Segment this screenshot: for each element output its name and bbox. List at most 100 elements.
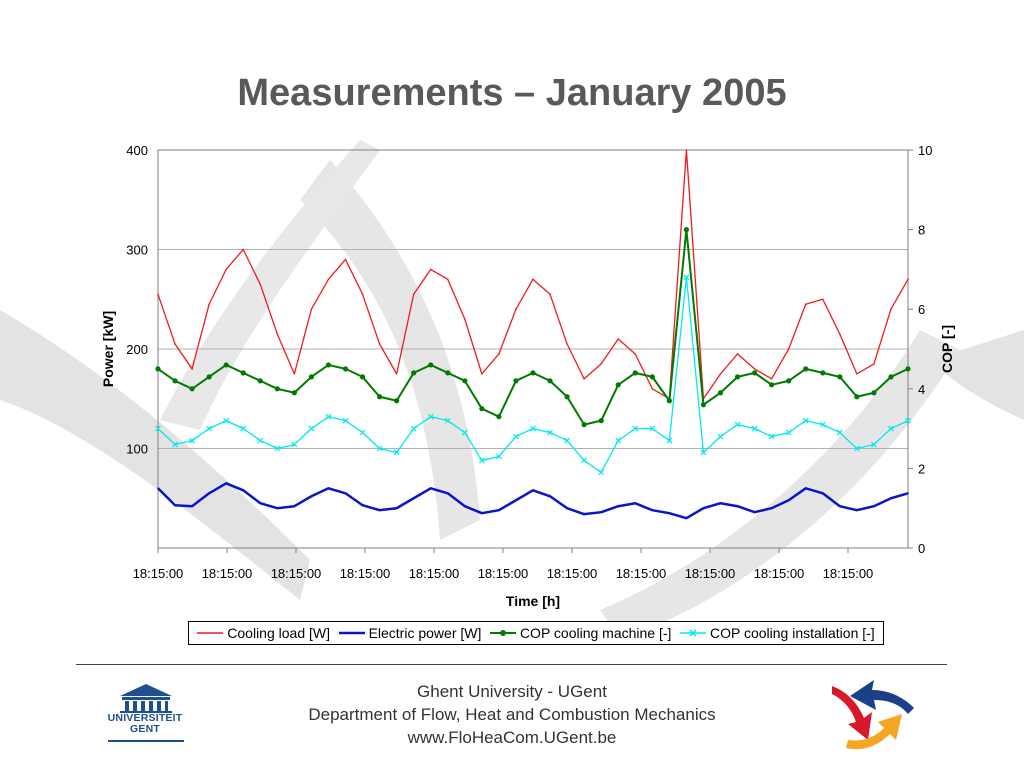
- data-point: [172, 441, 178, 448]
- data-point: [547, 378, 553, 384]
- data-point: [515, 499, 517, 502]
- y2-axis-label: COP [-]: [939, 325, 955, 373]
- data-point: [736, 505, 739, 508]
- data-point: [787, 348, 790, 350]
- data-point: [344, 258, 347, 261]
- data-point: [719, 373, 722, 375]
- data-point: [634, 502, 637, 505]
- legend-label: COP cooling installation [-]: [709, 625, 875, 641]
- data-point: [429, 268, 432, 271]
- data-point: [310, 308, 313, 311]
- logo-line-1: UNIVERSITEIT: [107, 712, 183, 724]
- data-point: [445, 370, 451, 376]
- data-point: [155, 425, 161, 432]
- data-point: [581, 422, 587, 428]
- data-point: [206, 374, 212, 380]
- data-point: [155, 366, 161, 372]
- data-point: [719, 502, 722, 505]
- data-point: [617, 338, 620, 340]
- data-point: [242, 489, 245, 492]
- data-point: [225, 268, 227, 271]
- data-point: [651, 509, 654, 511]
- data-point: [564, 437, 571, 444]
- data-point: [549, 495, 551, 498]
- data-point: [649, 374, 655, 380]
- data-point: [172, 378, 178, 384]
- data-point: [242, 248, 245, 251]
- data-point: [498, 509, 500, 511]
- data-point: [429, 487, 432, 490]
- footer-text: Ghent University - UGent Department of F…: [262, 680, 762, 749]
- data-point: [583, 378, 585, 380]
- data-point: [327, 487, 330, 490]
- data-point: [462, 378, 468, 384]
- x-axis: 18:15:00 18:15:00 18:15:00 18:15:00 18:15:00…: [133, 548, 874, 581]
- data-point: [873, 363, 875, 365]
- series-layer: [155, 149, 911, 520]
- data-point: [819, 421, 826, 428]
- data-point: [394, 398, 400, 404]
- data-point: [770, 378, 773, 380]
- legend-item-cop-installation: COP cooling installation [-]: [679, 625, 875, 641]
- logo-line-2: GENT: [130, 723, 160, 735]
- data-point: [257, 437, 264, 444]
- data-point: [240, 370, 246, 376]
- data-point: [464, 505, 466, 508]
- footer-line-1: Ghent University - UGent: [417, 682, 607, 701]
- data-point: [685, 517, 688, 519]
- left-axis: 100 200 300 400: [126, 143, 148, 457]
- legend-line-red-icon: [197, 632, 224, 634]
- x-tick-label: 18:15:00: [754, 566, 805, 581]
- data-point: [411, 370, 417, 376]
- data-point: [495, 453, 502, 460]
- data-point: [359, 374, 366, 380]
- data-point: [734, 374, 741, 380]
- data-point: [768, 433, 775, 440]
- gridlines: [158, 149, 908, 449]
- data-point: [361, 293, 364, 296]
- data-point: [905, 366, 911, 372]
- data-point: [240, 425, 247, 432]
- data-point: [717, 433, 724, 440]
- data-point: [547, 429, 553, 436]
- series-line: [157, 228, 909, 426]
- data-point: [259, 502, 262, 505]
- data-point: [515, 308, 517, 311]
- data-point: [225, 482, 227, 485]
- data-point: [736, 353, 739, 355]
- data-point: [189, 437, 196, 444]
- data-point: [481, 373, 483, 375]
- data-point: [308, 374, 315, 380]
- data-point: [257, 378, 263, 384]
- x-tick-label: 18:15:00: [823, 566, 874, 581]
- data-point: [804, 303, 807, 306]
- data-point: [890, 497, 892, 500]
- data-point: [787, 499, 790, 502]
- data-point: [342, 417, 349, 424]
- data-point: [854, 394, 860, 400]
- data-point: [666, 398, 672, 404]
- data-point: [189, 386, 195, 392]
- data-point: [905, 417, 911, 424]
- data-point: [785, 429, 792, 436]
- data-point: [223, 417, 230, 424]
- data-point: [191, 505, 193, 508]
- data-point: [208, 303, 210, 306]
- data-point: [513, 378, 519, 384]
- data-point: [803, 366, 809, 372]
- data-point: [530, 370, 536, 376]
- x-tick-label: 18:15:00: [202, 566, 253, 581]
- data-point: [615, 437, 622, 444]
- data-point: [378, 343, 381, 345]
- data-point: [853, 445, 860, 452]
- data-point: [259, 283, 262, 286]
- x-axis-label: Time [h]: [506, 593, 560, 609]
- data-point: [615, 382, 621, 388]
- data-point: [274, 386, 280, 392]
- data-point: [344, 492, 347, 495]
- data-point: [751, 370, 758, 376]
- data-point: [428, 362, 434, 368]
- data-point: [532, 489, 534, 492]
